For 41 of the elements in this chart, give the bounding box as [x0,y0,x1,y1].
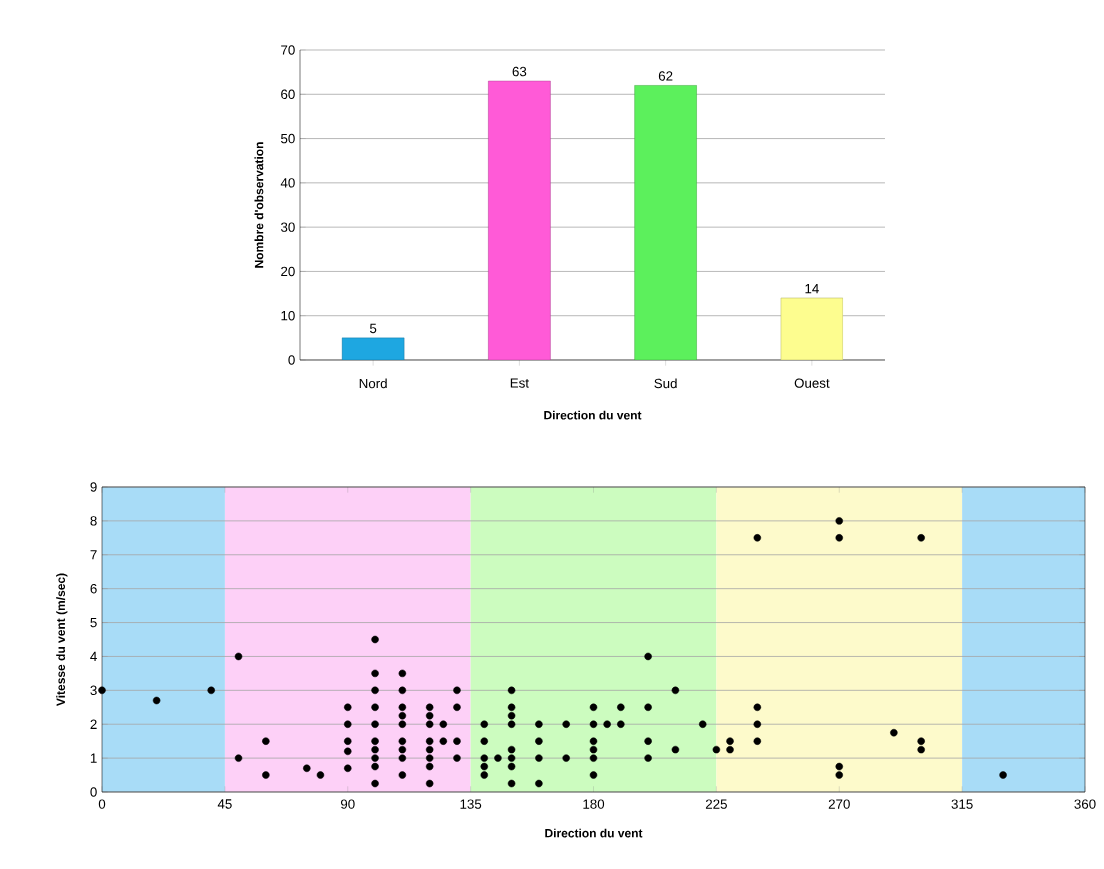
y-tick-label: 30 [280,222,295,232]
y-tick-label: 4 [90,651,97,662]
x-tick-label: 270 [828,799,850,809]
x-tick-label: Sud [654,378,677,389]
y-tick-label: 0 [90,787,97,797]
y-tick-label: 7 [90,550,97,560]
x-tick-label: 0 [98,799,106,809]
y-tick-label: 2 [90,719,97,729]
data-label: 14 [805,284,819,294]
y-tick-label: 3 [90,685,97,696]
y-tick-label: 6 [90,583,97,594]
x-tick-label: Nord [359,378,387,389]
y-axis-title: Vitesse du vent (m/sec) [56,573,68,706]
x-tick-label: 225 [705,799,727,809]
data-label: 62 [658,71,673,81]
y-tick-label: 20 [281,266,295,277]
x-tick-label: 315 [951,799,973,809]
data-label: 63 [512,66,527,77]
x-axis-title: Direction du vent [545,828,643,838]
x-tick-label: 180 [583,799,605,809]
x-tick-label: 360 [1074,799,1096,809]
y-tick-label: 8 [90,516,97,526]
y-tick-label: 60 [281,89,295,99]
y-tick-label: 50 [281,133,295,144]
bar [488,80,551,360]
y-tick-label: 70 [281,45,295,55]
y-tick-label: 5 [90,617,97,628]
x-tick-label: 135 [460,799,482,809]
data-label: 5 [369,323,377,334]
y-tick-label: 1 [90,753,97,763]
y-tick-label: 9 [90,482,97,492]
y-tick-label: 10 [281,311,295,321]
x-tick-label: Est [510,378,529,388]
x-tick-label: Ouest [794,378,830,388]
y-axis-title: Nombre d'observation [254,142,264,268]
x-tick-label: 90 [340,799,355,809]
x-axis-title: Direction du vent [544,410,642,420]
x-tick-label: 45 [217,799,232,809]
y-tick-label: 0 [288,355,295,365]
bar [780,297,844,360]
y-tick-label: 40 [280,178,295,188]
